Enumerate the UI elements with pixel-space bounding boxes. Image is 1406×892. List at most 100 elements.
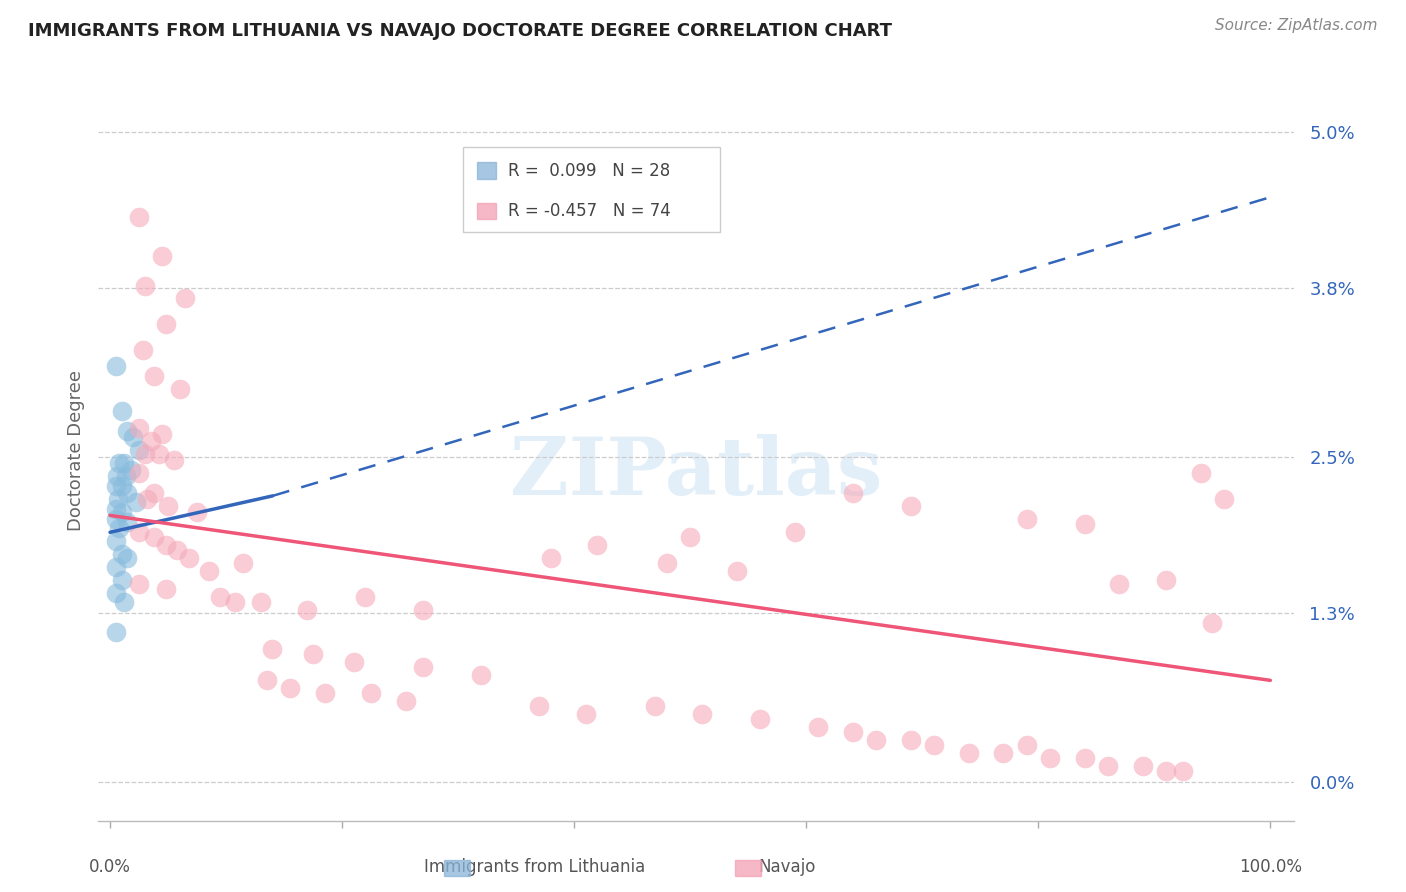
Point bbox=[1201, 616, 1223, 631]
Point bbox=[412, 603, 434, 617]
Point bbox=[1039, 751, 1062, 765]
Y-axis label: Doctorate Degree: Doctorate Degree bbox=[66, 370, 84, 531]
Point bbox=[1108, 577, 1130, 591]
Point bbox=[529, 699, 551, 714]
Point bbox=[169, 383, 191, 397]
Point bbox=[117, 551, 139, 566]
Text: 0.0%: 0.0% bbox=[89, 858, 131, 876]
Point bbox=[117, 515, 139, 529]
Point bbox=[748, 712, 770, 726]
Point bbox=[177, 551, 200, 566]
Point bbox=[470, 668, 492, 682]
Point bbox=[1097, 759, 1119, 773]
Point bbox=[922, 739, 945, 753]
Text: Navajo: Navajo bbox=[759, 858, 815, 876]
Point bbox=[1173, 764, 1195, 779]
Point bbox=[197, 564, 219, 578]
Point bbox=[111, 478, 134, 492]
Point bbox=[1073, 751, 1095, 765]
Point bbox=[155, 318, 177, 332]
Point bbox=[143, 486, 166, 500]
Point bbox=[117, 486, 139, 500]
Point bbox=[111, 404, 134, 418]
Point bbox=[232, 557, 254, 571]
Point bbox=[148, 447, 170, 461]
Point bbox=[166, 543, 188, 558]
Point bbox=[250, 595, 273, 609]
Point bbox=[108, 457, 131, 471]
Point bbox=[104, 512, 127, 526]
Point bbox=[139, 434, 162, 449]
Point bbox=[1212, 491, 1234, 506]
Point bbox=[174, 292, 197, 306]
Point bbox=[143, 531, 166, 545]
Point bbox=[115, 469, 138, 483]
Point bbox=[134, 278, 156, 293]
Point bbox=[143, 369, 166, 384]
Point bbox=[575, 707, 598, 722]
Point bbox=[900, 733, 922, 747]
Point bbox=[256, 673, 278, 688]
Point bbox=[841, 725, 863, 739]
Point bbox=[111, 574, 134, 588]
Point bbox=[314, 686, 336, 700]
Point bbox=[354, 591, 377, 605]
Point bbox=[343, 655, 366, 669]
Point bbox=[111, 547, 134, 561]
Point bbox=[112, 595, 135, 609]
Text: Immigrants from Lithuania: Immigrants from Lithuania bbox=[423, 858, 645, 876]
Bar bbox=[477, 162, 496, 178]
Point bbox=[224, 595, 246, 609]
Point bbox=[278, 681, 301, 695]
Point bbox=[155, 582, 177, 597]
Point bbox=[690, 707, 713, 722]
Point bbox=[900, 500, 922, 514]
Point bbox=[1189, 466, 1212, 480]
Point bbox=[128, 443, 150, 458]
Point bbox=[1154, 764, 1177, 779]
Point bbox=[136, 491, 159, 506]
Point bbox=[120, 463, 142, 477]
Point bbox=[128, 525, 150, 540]
Point bbox=[124, 495, 146, 509]
Point bbox=[841, 486, 863, 500]
Text: R =  0.099   N = 28: R = 0.099 N = 28 bbox=[508, 161, 669, 179]
Point bbox=[112, 457, 135, 471]
Point bbox=[107, 491, 129, 506]
Text: IMMIGRANTS FROM LITHUANIA VS NAVAJO DOCTORATE DEGREE CORRELATION CHART: IMMIGRANTS FROM LITHUANIA VS NAVAJO DOCT… bbox=[28, 22, 893, 40]
Point bbox=[1154, 574, 1177, 588]
Point bbox=[131, 343, 153, 358]
Point bbox=[395, 694, 418, 708]
Point bbox=[104, 478, 127, 492]
Point bbox=[134, 447, 156, 461]
Point bbox=[360, 686, 382, 700]
Point bbox=[108, 521, 131, 535]
Point bbox=[128, 466, 150, 480]
Point bbox=[155, 538, 177, 552]
Point bbox=[302, 648, 325, 662]
Point bbox=[993, 746, 1015, 760]
Point bbox=[104, 502, 127, 516]
Point bbox=[157, 500, 180, 514]
Point bbox=[104, 560, 127, 574]
Point bbox=[122, 430, 145, 444]
Point bbox=[104, 625, 127, 640]
Point bbox=[297, 603, 319, 617]
Point bbox=[679, 531, 702, 545]
Point bbox=[1015, 739, 1038, 753]
Point bbox=[104, 534, 127, 549]
Point bbox=[655, 557, 678, 571]
FancyBboxPatch shape bbox=[463, 147, 720, 232]
Point bbox=[957, 746, 980, 760]
Point bbox=[1015, 512, 1038, 526]
Point bbox=[117, 424, 139, 438]
Point bbox=[586, 538, 609, 552]
Point bbox=[104, 586, 127, 600]
Point bbox=[1132, 759, 1154, 773]
Point bbox=[644, 699, 666, 714]
Point bbox=[725, 564, 748, 578]
Text: R = -0.457   N = 74: R = -0.457 N = 74 bbox=[508, 202, 671, 220]
Point bbox=[104, 359, 127, 373]
Point bbox=[128, 421, 150, 435]
Text: ZIPatlas: ZIPatlas bbox=[510, 434, 882, 512]
